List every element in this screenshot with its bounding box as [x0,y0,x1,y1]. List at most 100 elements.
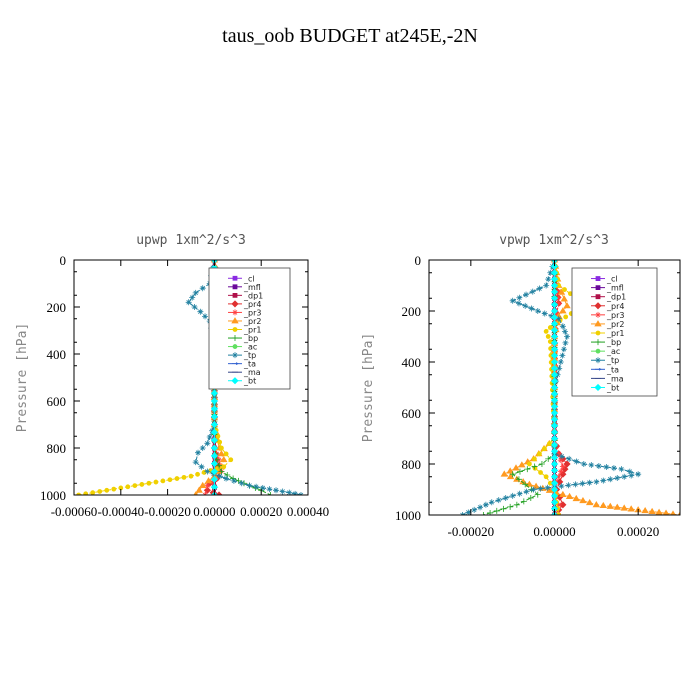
data-point [198,463,205,470]
data-point [555,315,562,322]
data-point [544,484,551,491]
legend-marker [594,320,602,327]
data-point [655,508,663,515]
data-point [542,446,547,452]
data-point [585,498,594,506]
data-point [648,507,656,514]
legend-item: _bp [228,334,258,343]
data-point [286,489,293,495]
legend-marker [232,335,238,342]
legend-marker [232,292,238,298]
data-point [512,464,520,471]
data-point [538,470,543,475]
data-point [220,455,228,463]
data-point [199,445,206,451]
data-point [559,352,566,359]
data-point [210,460,218,468]
data-point [204,468,211,475]
data-point [292,490,299,495]
data-point [500,505,507,512]
data-point [620,504,628,511]
data-point [465,509,472,515]
legend-item: _bp [591,338,621,347]
panel-upwp: upwp 1xm^2/s^3 Pressure [hPa] 0 200 400 600 80… [15,233,329,519]
x-tick-label: 0.00000 [533,524,575,539]
series-line [187,260,302,495]
legend-item: _mfl [228,283,261,292]
data-point [223,475,230,482]
data-point [160,478,166,484]
data-point [522,302,529,309]
data-point [192,459,199,466]
legend-marker [232,352,238,359]
data-point [545,276,552,283]
data-point [198,481,207,488]
legend-label: _mfl [243,283,261,292]
data-point [600,477,607,484]
legend-label: _bt [606,383,619,392]
data-point [599,501,608,509]
y-tick-label: 200 [402,304,422,319]
data-point [209,427,216,434]
legend-item: _pr2 [591,320,624,329]
legend-marker [231,300,239,308]
data-point [593,478,600,485]
data-point [515,300,522,307]
legend-label: _pr3 [243,308,261,317]
data-point [563,314,569,320]
legend-item: _ma [591,374,624,383]
data-point [238,480,245,487]
data-point [259,484,266,491]
legend-box [571,267,658,397]
panel-title: upwp 1xm^2/s^3 [136,233,246,248]
y-tick-label: 800 [47,441,67,456]
x-tick-label: -0.00020 [144,504,191,519]
legend-label: _bp [243,334,258,343]
legend-item: _ta [228,360,256,369]
data-point [530,486,537,493]
y-axis-label: Pressure [hPa] [15,323,30,433]
legend-label: _cl [606,275,618,284]
legend-marker [232,362,239,366]
data-point [204,482,211,489]
data-point [223,451,229,457]
data-point [273,487,280,494]
y-tick-label: 400 [402,355,422,370]
data-point [90,490,96,495]
legend-label: _ma [243,368,261,377]
data-point [210,428,218,436]
data-point [139,482,145,487]
legend-marker [595,367,602,371]
data-point [516,294,523,301]
legend-item: _pr3 [228,308,261,317]
x-tick-label: 0.00000 [193,504,235,519]
data-point [506,472,515,480]
data-point [556,283,562,288]
data-point [553,310,560,317]
data-point [586,479,593,486]
legend-marker [595,339,601,346]
legend-item: _ta [591,365,619,374]
data-point [210,444,218,452]
data-point [563,460,571,468]
data-point [579,496,587,504]
data-point [195,449,202,456]
panel-vpwp: vpwp 1xm^2/s^3 Pressure [hPa] 0 200 400 600 80… [361,233,681,539]
legend-label: _cl [243,274,255,283]
y-tick-label: 200 [47,300,67,315]
data-point [188,473,194,479]
data-point [543,329,549,334]
data-point [547,325,553,330]
legend-marker [595,311,601,318]
data-point [662,509,670,515]
x-tick-label: -0.00020 [448,524,495,539]
data-point [104,487,110,493]
y-tick-label: 400 [47,347,67,362]
data-point [209,479,216,486]
data-point [606,502,614,509]
data-point [607,476,614,483]
data-point [560,346,567,353]
legend-item: _mfl [591,284,624,293]
data-point [543,282,550,289]
legend-item: _pr4 [591,302,624,311]
